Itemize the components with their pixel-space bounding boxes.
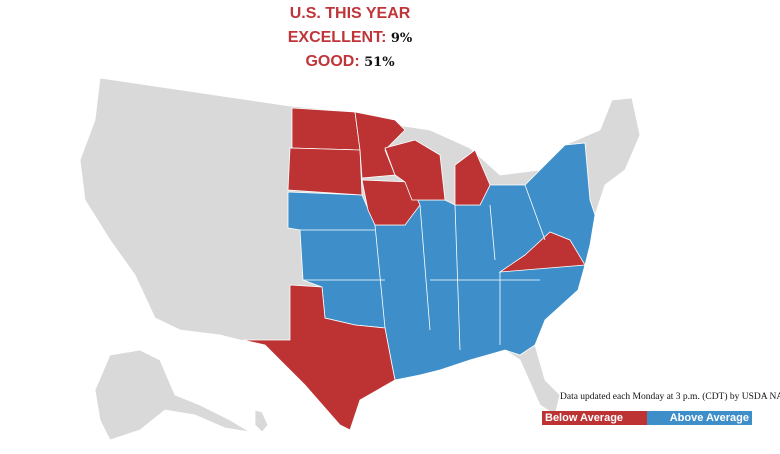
- alaska: [94, 349, 251, 441]
- excellent-stat: EXCELLENT: 9%: [0, 28, 700, 48]
- excellent-label: EXCELLENT:: [287, 29, 387, 46]
- state-south-dakota[interactable]: [287, 147, 363, 196]
- excellent-value: 9%: [390, 31, 413, 46]
- good-label: GOOD:: [305, 53, 360, 70]
- state-texas[interactable]: [242, 284, 396, 431]
- legend-above-average: Above Average: [647, 411, 752, 425]
- state-michigan[interactable]: [454, 149, 491, 206]
- hawaii: [254, 409, 269, 433]
- state-north-dakota[interactable]: [291, 107, 361, 151]
- legend: Below Average Above Average: [542, 411, 752, 425]
- below-average-states: [242, 107, 586, 431]
- legend-below-average: Below Average: [542, 411, 647, 425]
- state-borders: [300, 184, 546, 351]
- good-stat: GOOD: 51%: [0, 52, 700, 72]
- data-source-note: Data updated each Monday at 3 p.m. (CDT)…: [560, 392, 780, 402]
- title: U.S. THIS YEAR: [289, 5, 411, 22]
- state-wisconsin[interactable]: [384, 139, 446, 201]
- good-value: 51%: [364, 55, 395, 70]
- state-virginia[interactable]: [498, 231, 586, 273]
